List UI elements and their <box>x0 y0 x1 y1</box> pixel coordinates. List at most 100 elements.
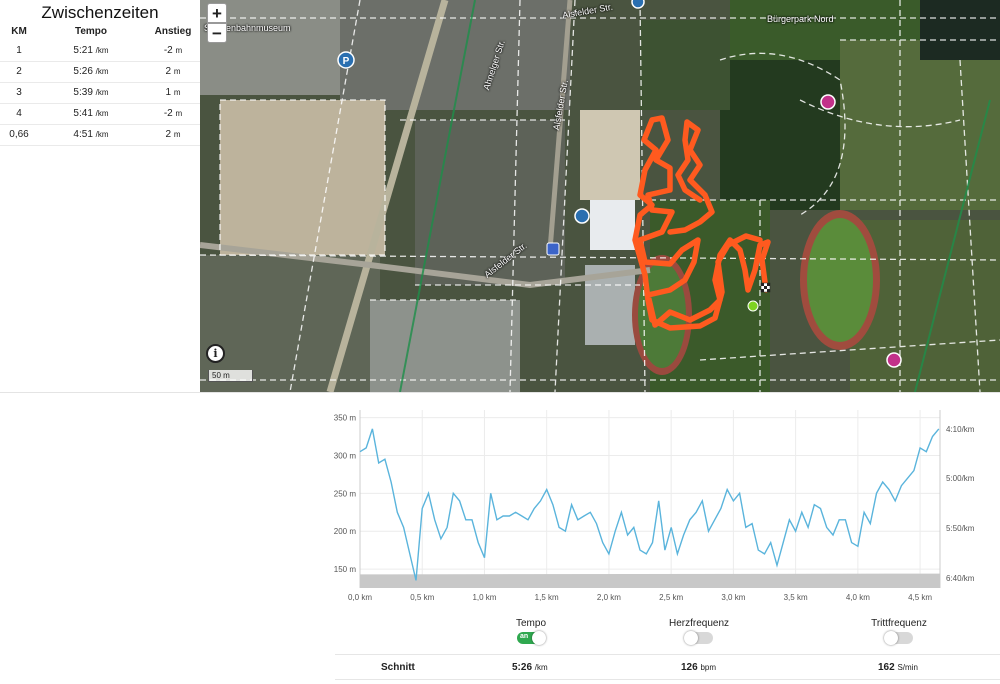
x-tick: 0,0 km <box>348 593 372 602</box>
split-climb-unit: m <box>173 130 181 139</box>
splits-title: Zwischenzeiten <box>41 3 159 22</box>
elevation-pace-chart[interactable]: 150 m 200 m 250 m 300 m 350 m 4:10/km 5:00/km 5… <box>325 402 985 608</box>
hr-toggle-knob <box>684 631 698 645</box>
summary-pace-unit: /km <box>534 663 548 672</box>
cadence-toggle[interactable] <box>884 631 913 645</box>
toggle-group-pace: Tempo an <box>476 618 586 647</box>
summary-cadence-unit: S/min <box>897 663 918 672</box>
section-divider <box>0 392 1000 393</box>
start-marker <box>747 300 759 312</box>
split-climb: 2 m <box>146 124 200 146</box>
split-pace-value: 4:51 <box>73 129 93 140</box>
route-line <box>632 115 771 331</box>
chart-svg: 150 m 200 m 250 m 300 m 350 m 4:10/km 5:00/km 5… <box>334 410 975 602</box>
split-row: 2 5:26 /km 2 m <box>0 61 200 83</box>
split-climb-value: 1 <box>165 87 172 98</box>
split-pace-value: 5:26 <box>73 66 93 77</box>
split-climb-unit: m <box>175 109 183 118</box>
y-tick-left: 350 m <box>334 414 357 423</box>
y-tick-left: 250 m <box>334 489 357 498</box>
map-label-burgerpark: Bürgerpark Nord <box>767 14 834 24</box>
top-poi-icon <box>631 0 645 9</box>
zoom-out-button[interactable]: − <box>207 23 227 43</box>
split-climb-value: 2 <box>165 66 172 77</box>
info-icon[interactable]: i <box>206 344 225 363</box>
toggle-label-cadence: Trittfrequenz <box>871 618 927 629</box>
splits-table: KM Tempo Anstieg 1 5:21 /km -2 m 2 5:26 /km 2… <box>0 23 200 146</box>
split-pace-value: 5:39 <box>73 87 93 98</box>
summary-hr-value: 126 <box>681 662 698 673</box>
split-pace: 5:41 /km <box>36 103 146 125</box>
svg-text:P: P <box>343 56 350 67</box>
y-tick-left: 150 m <box>334 565 357 574</box>
split-km: 1 <box>0 40 36 62</box>
pace-toggle[interactable]: an <box>517 631 546 645</box>
theatre-poi-icon <box>820 94 836 110</box>
split-pace: 5:26 /km <box>36 61 146 83</box>
y-tick-right: 5:00/km <box>946 474 975 483</box>
y-tick-right: 4:10/km <box>946 425 975 434</box>
split-km: 3 <box>0 82 36 104</box>
toggle-label-hr: Herzfrequenz <box>668 618 730 629</box>
map-satellite-layer: P <box>200 0 1000 392</box>
split-pace: 4:51 /km <box>36 124 146 146</box>
elevation-area <box>360 573 940 588</box>
y-tick-left: 200 m <box>334 527 357 536</box>
summary-cadence-value: 162 <box>878 662 895 673</box>
pace-toggle-knob <box>532 631 546 645</box>
poi-marker-icon <box>574 208 590 224</box>
pace-toggle-state: an <box>520 633 529 640</box>
split-climb: 2 m <box>146 61 200 83</box>
col-pace: Tempo <box>74 26 108 37</box>
x-tick: 2,5 km <box>659 593 683 602</box>
splits-panel: Zwischenzeiten KM Tempo Anstieg 1 5:21 /k… <box>0 0 200 392</box>
y-tick-left: 300 m <box>334 451 357 460</box>
heart-rate-toggle[interactable] <box>684 631 713 645</box>
split-climb-value: 2 <box>165 129 172 140</box>
split-climb-unit: m <box>173 67 181 76</box>
col-climb: Anstieg <box>154 26 192 37</box>
split-row: 4 5:41 /km -2 m <box>0 103 200 125</box>
y-tick-right: 5:50/km <box>946 524 975 533</box>
split-km: 0,66 <box>0 124 36 146</box>
toggle-group-hr: Herzfrequenz <box>644 618 754 647</box>
summary-hr-unit: bpm <box>700 663 717 672</box>
cadence-toggle-knob <box>884 631 898 645</box>
split-pace: 5:39 /km <box>36 82 146 104</box>
split-climb-unit: m <box>173 88 181 97</box>
split-km: 4 <box>0 103 36 125</box>
route-map[interactable]: P Straßenbahnmuseum Bürgerpark Nord Ahne… <box>200 0 1000 392</box>
summary-pace: 5:26 /km <box>512 662 548 673</box>
split-km: 2 <box>0 61 36 83</box>
x-tick: 4,0 km <box>846 593 870 602</box>
split-pace-unit: /km <box>95 45 109 55</box>
x-tick: 0,5 km <box>410 593 434 602</box>
zoom-in-button[interactable]: + <box>207 3 227 23</box>
map-scale: 50 m <box>208 370 253 382</box>
summary-hr: 126 bpm <box>681 662 716 673</box>
toggle-group-cadence: Trittfrequenz <box>844 618 954 647</box>
split-pace-unit: /km <box>95 130 109 139</box>
map-label-museum: Straßenbahnmuseum <box>204 23 291 33</box>
x-tick: 3,5 km <box>784 593 808 602</box>
x-tick: 1,0 km <box>472 593 496 602</box>
split-pace-unit: /km <box>95 109 109 118</box>
split-climb-unit: m <box>175 45 183 55</box>
split-pace: 5:21 /km <box>36 40 146 62</box>
split-row: 1 5:21 /km -2 m <box>0 40 200 62</box>
split-pace-value: 5:41 <box>73 108 93 119</box>
summary-pace-value: 5:26 <box>512 662 533 673</box>
pace-line <box>359 428 940 581</box>
split-climb: -2 m <box>146 40 200 62</box>
split-pace-unit: /km <box>95 88 109 97</box>
x-tick: 2,0 km <box>597 593 621 602</box>
split-climb-value: -2 <box>163 44 173 56</box>
split-climb-value: -2 <box>163 108 173 119</box>
split-row: 0,66 4:51 /km 2 m <box>0 124 200 146</box>
split-row: 3 5:39 /km 1 m <box>0 82 200 104</box>
theatre-poi-icon-2 <box>886 352 902 368</box>
col-km: KM <box>11 26 27 37</box>
split-pace-unit: /km <box>95 67 109 76</box>
toggle-label-pace: Tempo <box>515 618 546 629</box>
